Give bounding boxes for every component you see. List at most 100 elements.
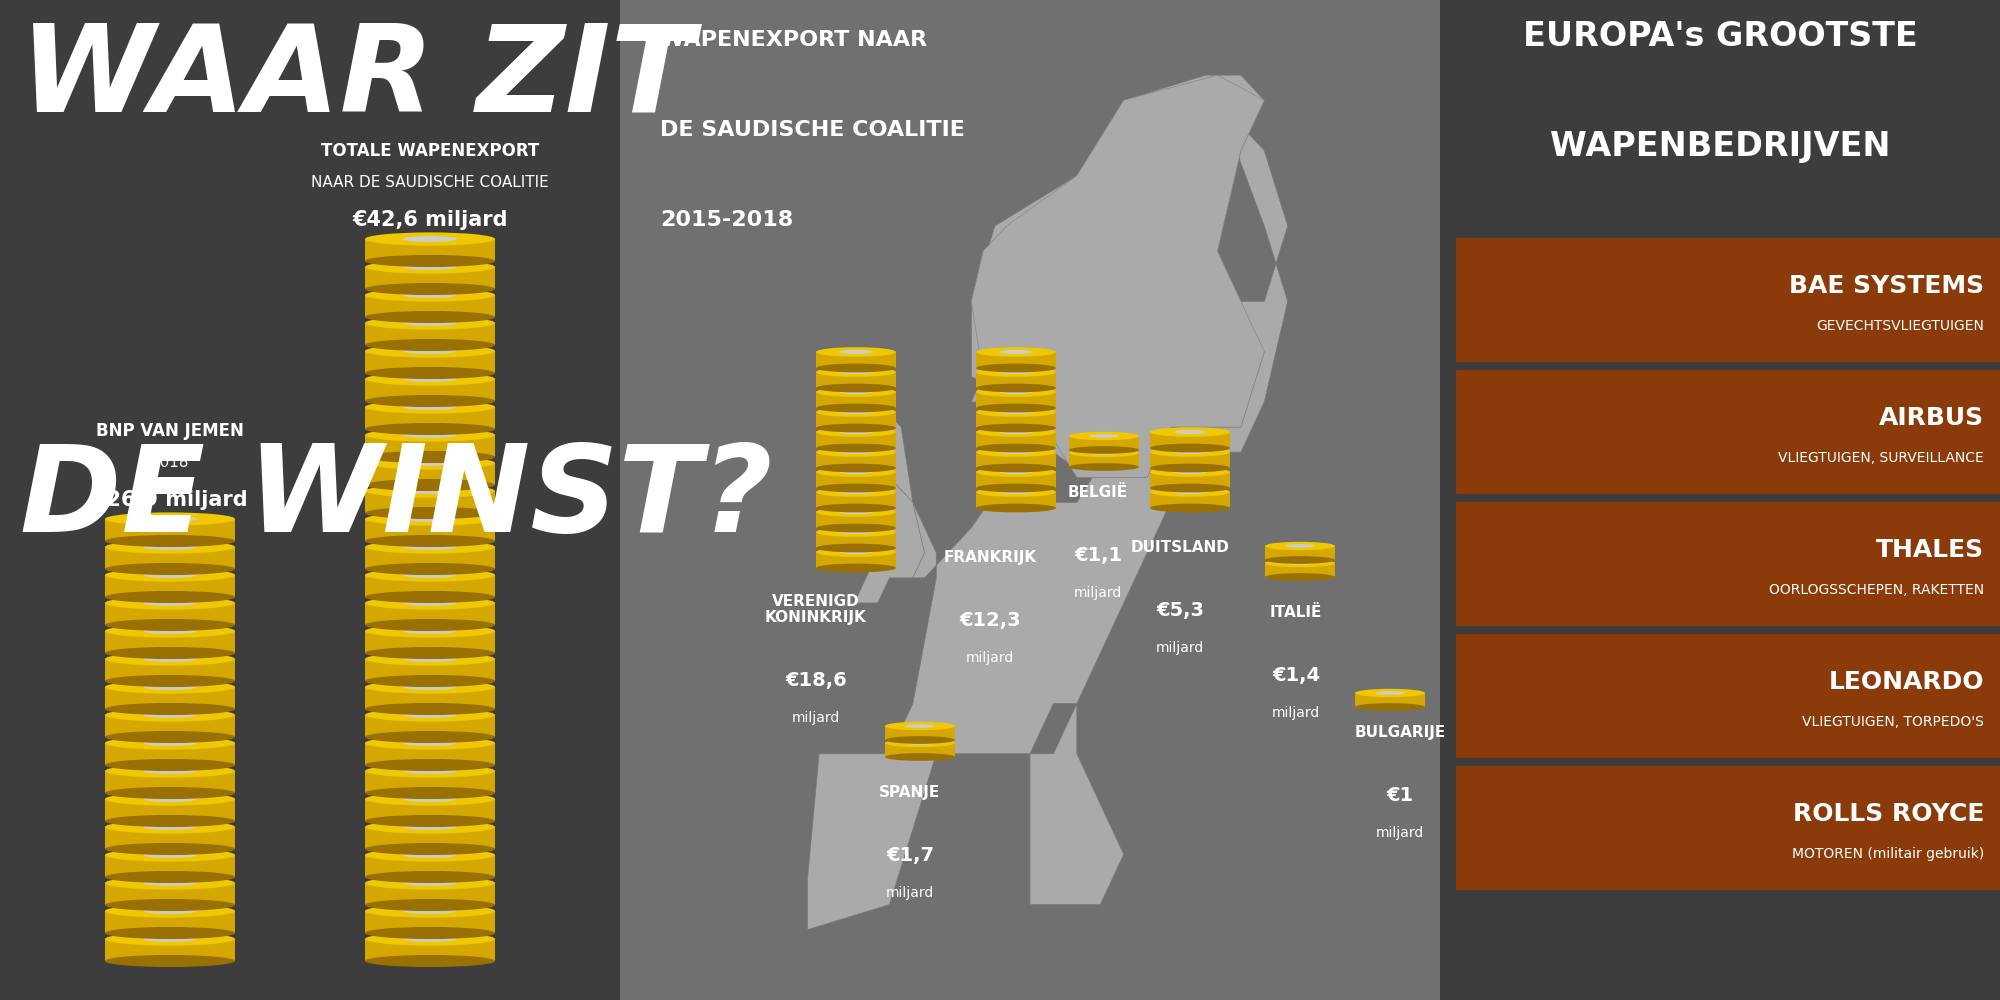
Ellipse shape xyxy=(1000,370,1032,374)
Text: miljard: miljard xyxy=(1376,826,1424,840)
Bar xyxy=(816,552,896,568)
Ellipse shape xyxy=(364,260,496,274)
Ellipse shape xyxy=(402,908,458,914)
Ellipse shape xyxy=(364,787,496,799)
Ellipse shape xyxy=(142,628,198,634)
Ellipse shape xyxy=(142,516,198,522)
Bar xyxy=(364,463,496,485)
Text: €42,6 miljard: €42,6 miljard xyxy=(352,210,508,230)
Text: GEVECHTSVLIEGTUIGEN: GEVECHTSVLIEGTUIGEN xyxy=(1816,319,1984,333)
Ellipse shape xyxy=(816,484,896,492)
Ellipse shape xyxy=(364,479,496,491)
Ellipse shape xyxy=(142,880,198,886)
Ellipse shape xyxy=(364,344,496,358)
Bar xyxy=(106,687,236,709)
Ellipse shape xyxy=(816,407,896,417)
Text: 2018: 2018 xyxy=(150,455,190,470)
Ellipse shape xyxy=(816,387,896,397)
Ellipse shape xyxy=(364,927,496,939)
Ellipse shape xyxy=(976,387,1056,397)
Bar xyxy=(976,352,1056,368)
Bar xyxy=(106,547,236,569)
Ellipse shape xyxy=(1000,390,1032,394)
Ellipse shape xyxy=(1174,490,1206,494)
Ellipse shape xyxy=(402,936,458,942)
Ellipse shape xyxy=(840,450,872,454)
Ellipse shape xyxy=(364,764,496,778)
Ellipse shape xyxy=(906,724,934,728)
Text: OORLOGSSCHEPEN, RAKETTEN: OORLOGSSCHEPEN, RAKETTEN xyxy=(1768,583,1984,597)
Text: miljard: miljard xyxy=(886,886,934,900)
Bar xyxy=(106,631,236,653)
Ellipse shape xyxy=(1286,561,1314,565)
Ellipse shape xyxy=(840,510,872,514)
Ellipse shape xyxy=(364,736,496,750)
Ellipse shape xyxy=(364,708,496,722)
Bar xyxy=(1356,693,1424,707)
Ellipse shape xyxy=(142,600,198,606)
Text: EUROPA's GROOTSTE: EUROPA's GROOTSTE xyxy=(1522,20,1918,53)
Ellipse shape xyxy=(1068,463,1140,471)
Ellipse shape xyxy=(816,427,896,437)
Ellipse shape xyxy=(1150,467,1230,477)
Text: BULGARIJE: BULGARIJE xyxy=(1354,725,1446,740)
Ellipse shape xyxy=(976,384,1056,392)
Text: THALES: THALES xyxy=(1876,538,1984,562)
Ellipse shape xyxy=(364,759,496,771)
Ellipse shape xyxy=(402,656,458,662)
Ellipse shape xyxy=(364,428,496,442)
Text: ITALIË: ITALIË xyxy=(1270,605,1322,620)
Ellipse shape xyxy=(104,815,236,827)
Text: TOTALE WAPENEXPORT: TOTALE WAPENEXPORT xyxy=(320,142,540,160)
Bar xyxy=(816,392,896,408)
Bar xyxy=(816,532,896,548)
Ellipse shape xyxy=(1000,470,1032,474)
Bar xyxy=(976,452,1056,468)
Text: WAPENEXPORT NAAR: WAPENEXPORT NAAR xyxy=(660,30,928,50)
Ellipse shape xyxy=(402,572,458,578)
Ellipse shape xyxy=(364,680,496,694)
Bar xyxy=(364,491,496,513)
FancyBboxPatch shape xyxy=(1456,502,2000,626)
Ellipse shape xyxy=(884,722,956,730)
Ellipse shape xyxy=(1150,484,1230,492)
Ellipse shape xyxy=(402,488,458,494)
Ellipse shape xyxy=(142,796,198,802)
Ellipse shape xyxy=(364,871,496,883)
Ellipse shape xyxy=(364,456,496,470)
Ellipse shape xyxy=(364,372,496,386)
Text: miljard: miljard xyxy=(792,711,840,725)
Ellipse shape xyxy=(104,535,236,547)
Text: AIRBUS: AIRBUS xyxy=(1878,406,1984,430)
Ellipse shape xyxy=(104,675,236,687)
Ellipse shape xyxy=(840,550,872,554)
Bar xyxy=(364,827,496,849)
Ellipse shape xyxy=(142,544,198,550)
Ellipse shape xyxy=(104,736,236,750)
Bar xyxy=(364,631,496,653)
Ellipse shape xyxy=(840,490,872,494)
Ellipse shape xyxy=(1266,542,1336,550)
Ellipse shape xyxy=(976,404,1056,412)
Text: VLIEGTUIGEN, SURVEILLANCE: VLIEGTUIGEN, SURVEILLANCE xyxy=(1778,451,1984,465)
Ellipse shape xyxy=(104,787,236,799)
Bar xyxy=(106,771,236,793)
Ellipse shape xyxy=(364,232,496,246)
Ellipse shape xyxy=(840,410,872,414)
Ellipse shape xyxy=(1174,470,1206,474)
Bar xyxy=(106,855,236,877)
Ellipse shape xyxy=(1174,450,1206,454)
Bar xyxy=(106,939,236,961)
Bar xyxy=(1150,452,1230,468)
Ellipse shape xyxy=(364,311,496,323)
Ellipse shape xyxy=(364,563,496,575)
Ellipse shape xyxy=(402,852,458,858)
Ellipse shape xyxy=(1266,559,1336,567)
Ellipse shape xyxy=(402,376,458,382)
Ellipse shape xyxy=(1150,427,1230,437)
Ellipse shape xyxy=(402,824,458,830)
Ellipse shape xyxy=(976,447,1056,457)
Bar xyxy=(364,407,496,429)
Bar xyxy=(364,771,496,793)
Ellipse shape xyxy=(402,796,458,802)
